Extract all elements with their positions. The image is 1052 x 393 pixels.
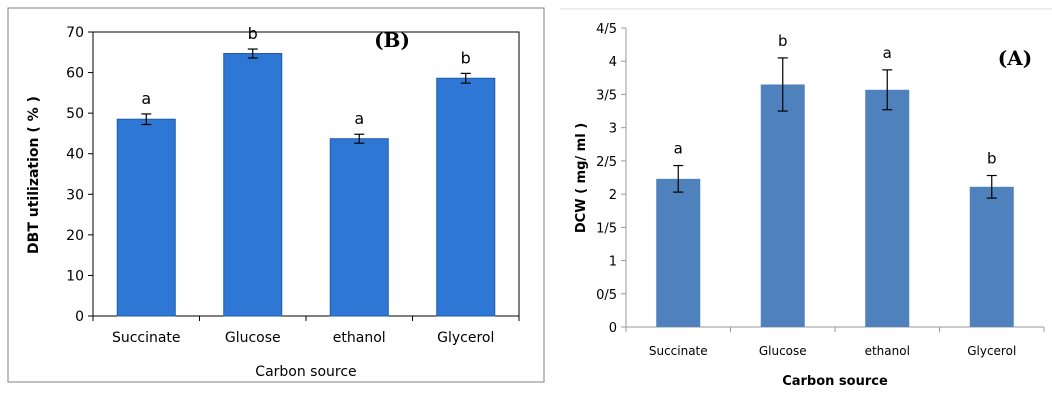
y-tick-label-6: 60 xyxy=(66,66,84,82)
bar-glucose xyxy=(223,53,283,317)
significance-letter-glycerol: b xyxy=(987,150,997,168)
category-label-ethanol: ethanol xyxy=(865,344,910,358)
chart-b-panel-label: (B) xyxy=(374,28,410,52)
chart-a-svg: 00/511/522/533/544/5 aSuccinatebGlucosea… xyxy=(560,8,1052,389)
bar-succinate xyxy=(116,118,176,317)
chart-a-panel-label: (A) xyxy=(998,46,1032,70)
y-tick-label-6: 3 xyxy=(609,122,617,137)
y-tick-label-5: 50 xyxy=(66,106,84,122)
significance-letter-glucose: b xyxy=(778,32,788,50)
y-tick-label-5: 2/5 xyxy=(596,155,617,170)
category-label-ethanol: ethanol xyxy=(333,330,386,346)
significance-letter-glucose: b xyxy=(248,24,258,43)
y-tick-label-1: 10 xyxy=(66,268,84,284)
chart-panel-b: 0 10 20 30 40 50 60 70 a Succinate b Glucose a ethan… xyxy=(7,7,545,383)
chart-a-y-axis-label: DCW ( mg/ ml ) xyxy=(574,123,589,233)
category-label-glycerol: Glycerol xyxy=(967,344,1016,358)
bar-glycerol xyxy=(436,77,496,317)
category-label-succinate: Succinate xyxy=(649,344,708,358)
y-tick-label-2: 20 xyxy=(66,228,84,244)
bar-glycerol xyxy=(969,186,1014,327)
category-label-glucose: Glucose xyxy=(759,344,807,358)
y-tick-label-0: 0 xyxy=(75,309,84,325)
chart-a-axis: 0 0/5 1 1/5 2 2/5 3 3/5 4 4/5 xyxy=(596,22,1045,336)
significance-letter-ethanol: a xyxy=(354,109,364,128)
y-tick-label-8: 4 xyxy=(609,55,617,70)
y-tick-label-3: 30 xyxy=(66,187,84,203)
category-label-glucose: Glucose xyxy=(225,330,281,346)
chart-a-bars: a Succinate b Glucose a ethanol b Glycerol xyxy=(649,32,1016,358)
y-tick-label-9: 4/5 xyxy=(596,22,617,37)
category-label-glycerol: Glycerol xyxy=(437,330,494,346)
y-tick-label-2: 1 xyxy=(609,255,617,270)
bar-succinate xyxy=(656,178,701,327)
significance-letter-glycerol: b xyxy=(461,48,471,67)
chart-b-x-axis-label: Carbon source xyxy=(255,364,356,380)
significance-letter-succinate: a xyxy=(141,89,151,108)
chart-panel-a: 0 0/5 1 1/5 2 2/5 3 3/5 4 4/5 a Succinate b Glucose a… xyxy=(560,0,1052,389)
y-tick-label-1: 0/5 xyxy=(596,288,617,303)
category-label-succinate: Succinate xyxy=(112,330,181,346)
significance-letter-ethanol: a xyxy=(883,44,892,62)
chart-a-x-axis-label: Carbon source xyxy=(782,374,888,389)
y-tick-label-7: 70 xyxy=(66,25,84,41)
y-tick-label-3: 1/5 xyxy=(596,221,617,236)
bar-ethanol xyxy=(329,138,389,317)
y-tick-label-0: 0 xyxy=(609,321,617,336)
chart-b-axis: 0 10 20 30 40 50 60 70 xyxy=(66,25,520,325)
y-tick-label-7: 3/5 xyxy=(596,88,617,103)
y-tick-label-4: 40 xyxy=(66,147,84,163)
bar-glucose xyxy=(760,84,805,327)
significance-letter-succinate: a xyxy=(674,140,683,158)
bar-ethanol xyxy=(865,89,910,327)
chart-b-svg: 0 10 20 30 40 50 60 70 a Succinate b Glucose a ethan… xyxy=(7,7,545,383)
chart-b-y-axis-label: DBT utilization ( % ) xyxy=(26,96,42,254)
chart-b-bars: a Succinate b Glucose a ethanol b Glycerol xyxy=(112,24,496,346)
y-tick-label-4: 2 xyxy=(609,188,617,203)
